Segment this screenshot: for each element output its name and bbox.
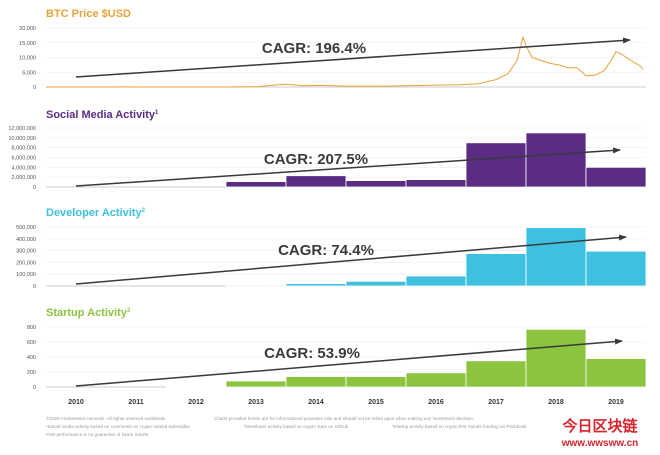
footnote-past-performance: Past performance is no guarantee of futu… [46, 432, 149, 437]
chart-panels: BTC Price $USD 0 5,000 10,000 15,000 20,000 CA… [8, 8, 647, 391]
bar [585, 166, 647, 188]
bar [285, 175, 347, 188]
x-tick-label: 2013 [248, 399, 264, 406]
y-tick-label: 800 [27, 325, 36, 331]
panel-1: BTC Price $USD 0 5,000 10,000 15,000 20,000 CA… [19, 8, 646, 91]
y-tick-label: 2,000,000 [12, 175, 36, 181]
y-tick-label: 20,000 [19, 26, 36, 32]
bar [465, 360, 527, 388]
bar [225, 380, 287, 388]
price-line [46, 36, 644, 88]
cagr-label: CAGR: 53.9% [264, 345, 360, 362]
watermark-line1: 今日区块链 [561, 417, 638, 435]
x-tick-label: 2010 [68, 399, 84, 406]
panel-title: Social Media Activity1 [46, 109, 159, 121]
panel-title-superscript: 3 [127, 308, 131, 314]
panel-2: Social Media Activity1 0 2,000,000 4,000,00… [8, 109, 647, 191]
bar [345, 180, 407, 188]
bar [525, 132, 587, 188]
bar [585, 250, 647, 287]
x-tick-label: 2018 [548, 399, 564, 406]
y-tick-label: 400 [27, 355, 36, 361]
footnote-disclaimer: Charts provided herein are for informati… [214, 416, 474, 421]
cagr-arrow [75, 147, 621, 187]
bar [225, 181, 287, 188]
bar [405, 275, 467, 287]
y-tick-label: 200 [27, 370, 36, 376]
footnote-copyright: ©2020 Andreessen Horowitz. All rights re… [46, 415, 166, 421]
bar [525, 227, 587, 287]
cagr-arrow [75, 234, 627, 285]
y-tick-label: 400,000 [16, 237, 36, 243]
y-tick-label: 6,000,000 [12, 156, 36, 162]
watermark-line2: www.wwsww.cn [561, 438, 639, 449]
panel-title-superscript: 2 [142, 208, 146, 214]
y-tick-label: 0 [33, 385, 36, 391]
bar [465, 253, 527, 287]
watermark: 今日区块链 www.wwsww.cn [561, 417, 639, 449]
x-tick-label: 2011 [128, 399, 143, 406]
y-tick-label: 10,000 [19, 56, 36, 62]
y-tick-label: 0 [33, 185, 36, 191]
y-tick-label: 5,000 [22, 70, 36, 76]
bar [165, 385, 227, 388]
bar [585, 358, 647, 388]
panel-title-superscript: 1 [155, 110, 159, 116]
y-tick-label: 8,000,000 [12, 146, 36, 152]
panel-4: Startup Activity3 0 200 400 600 800 CAGR: 53.9… [27, 307, 647, 391]
footnotes: ©2020 Andreessen Horowitz. All rights re… [46, 415, 527, 437]
cagr-label: CAGR: 74.4% [278, 242, 374, 259]
bar [405, 179, 467, 188]
y-tick-label: 200,000 [16, 260, 36, 266]
footnote-developer: ²Developer activity based on crypto star… [244, 424, 349, 429]
y-tick-label: 0 [33, 284, 36, 290]
x-tick-label: 2016 [428, 399, 444, 406]
cagr-arrow [75, 37, 631, 78]
bar [465, 142, 527, 188]
bar [225, 284, 287, 287]
x-tick-label: 2017 [488, 399, 504, 406]
cagr-arrow [75, 338, 623, 387]
bar [405, 372, 467, 388]
y-tick-label: 300,000 [16, 249, 36, 255]
cagr-label: CAGR: 207.5% [264, 151, 368, 168]
x-axis: 2010 2011 2012 2013 2014 2015 2016 2017 2018 2019 [68, 399, 624, 406]
bar [285, 376, 347, 388]
panel-title: Developer Activity2 [46, 207, 146, 219]
panel-title: Startup Activity3 [46, 307, 131, 319]
y-tick-label: 12,000,000 [8, 126, 36, 132]
y-tick-label: 4,000,000 [12, 165, 36, 171]
cagr-label: CAGR: 196.4% [262, 40, 366, 57]
x-tick-label: 2015 [368, 399, 384, 406]
x-tick-label: 2012 [188, 399, 204, 406]
y-tick-label: 500,000 [16, 225, 36, 231]
x-tick-label: 2014 [308, 399, 324, 406]
y-tick-label: 10,000,000 [8, 136, 36, 142]
bar [345, 280, 407, 287]
footnote-social: ¹Social media activity based on comments… [46, 424, 190, 429]
bar [525, 328, 587, 388]
panel-3: Developer Activity2 0 100,000 200,000 300,00… [16, 207, 647, 290]
x-tick-label: 2019 [608, 399, 624, 406]
y-tick-label: 0 [33, 85, 36, 91]
panel-title: BTC Price $USD [46, 8, 131, 20]
bar [345, 376, 407, 388]
footnote-startup: ³Startup activity based on crypto first … [392, 424, 527, 429]
y-tick-label: 600 [27, 340, 36, 346]
bar [285, 283, 347, 287]
y-tick-label: 15,000 [19, 41, 36, 47]
y-tick-label: 100,000 [16, 272, 36, 278]
